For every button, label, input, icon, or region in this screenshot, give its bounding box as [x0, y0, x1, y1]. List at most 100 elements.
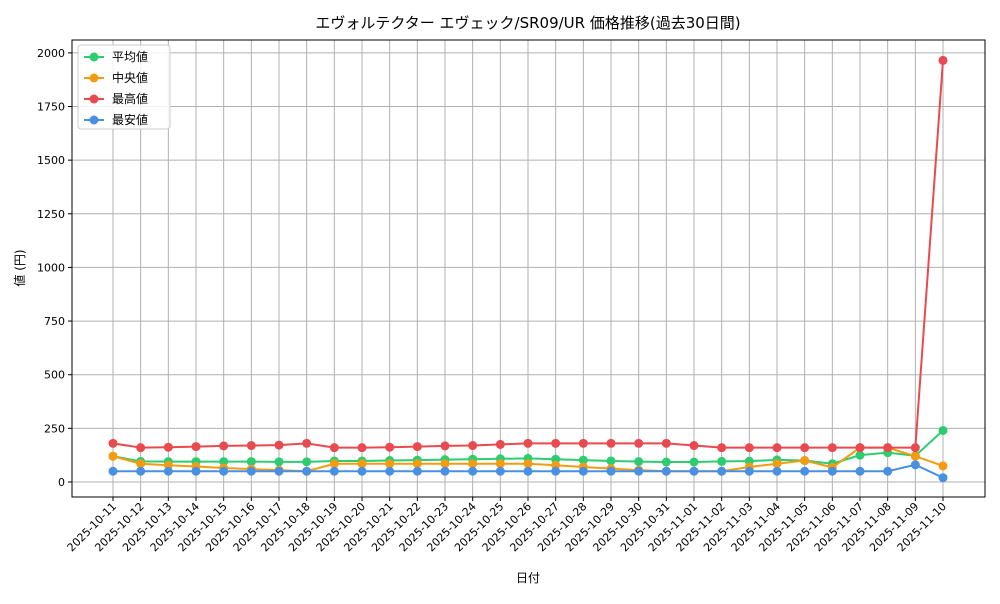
data-point — [329, 459, 339, 469]
data-point — [302, 457, 312, 467]
data-point — [938, 55, 948, 65]
x-axis-label: 日付 — [516, 571, 540, 585]
data-point — [772, 466, 782, 476]
y-tick-label: 250 — [44, 422, 65, 435]
y-tick-label: 2000 — [37, 47, 65, 60]
data-point — [523, 466, 533, 476]
data-point — [855, 466, 865, 476]
data-point — [938, 473, 948, 483]
data-point — [578, 466, 588, 476]
data-point — [136, 459, 146, 469]
data-point — [634, 438, 644, 448]
data-point — [468, 459, 478, 469]
data-point — [717, 466, 727, 476]
data-point — [468, 466, 478, 476]
legend-label: 最安値 — [112, 112, 148, 127]
data-point — [910, 443, 920, 453]
grid — [72, 40, 985, 497]
y-tick-label: 1250 — [37, 208, 65, 221]
data-point — [219, 457, 229, 467]
series-layer — [108, 55, 948, 483]
data-point — [219, 441, 229, 451]
data-point — [108, 466, 118, 476]
data-point — [108, 438, 118, 448]
data-point — [412, 442, 422, 452]
data-point — [551, 466, 561, 476]
data-point — [883, 466, 893, 476]
data-point — [357, 466, 367, 476]
data-point — [578, 455, 588, 465]
data-point — [495, 466, 505, 476]
y-axis: 0 250 500 750 1000 1250 1500 1750 2000 — [37, 47, 72, 489]
data-point — [412, 459, 422, 469]
chart-title: エヴォルテクター エヴェック/SR09/UR 価格推移(過去30日間) — [315, 14, 740, 32]
series-最安値 — [108, 460, 948, 483]
data-point — [246, 457, 256, 467]
data-point — [163, 466, 173, 476]
data-point — [219, 466, 229, 476]
data-point — [136, 443, 146, 453]
data-point — [744, 466, 754, 476]
data-point — [661, 457, 671, 467]
data-point — [274, 457, 284, 467]
y-tick-label: 0 — [58, 476, 65, 489]
data-point — [883, 443, 893, 453]
data-point — [938, 425, 948, 435]
data-point — [855, 450, 865, 460]
data-point — [357, 459, 367, 469]
legend-marker — [89, 115, 99, 125]
data-point — [689, 457, 699, 467]
data-point — [634, 466, 644, 476]
y-tick-label: 1750 — [37, 101, 65, 114]
data-point — [938, 461, 948, 471]
data-point — [523, 459, 533, 469]
data-point — [910, 451, 920, 461]
y-tick-label: 750 — [44, 315, 65, 328]
y-tick-label: 1500 — [37, 154, 65, 167]
data-point — [136, 466, 146, 476]
data-point — [827, 443, 837, 453]
data-point — [744, 443, 754, 453]
y-tick-label: 500 — [44, 369, 65, 382]
y-axis-label: 値 (円) — [12, 249, 27, 286]
data-point — [689, 466, 699, 476]
data-point — [440, 459, 450, 469]
data-point — [191, 466, 201, 476]
data-point — [412, 466, 422, 476]
data-point — [800, 443, 810, 453]
data-point — [772, 459, 782, 469]
data-point — [772, 443, 782, 453]
legend-marker — [89, 52, 99, 62]
data-point — [274, 466, 284, 476]
data-point — [661, 466, 671, 476]
data-point — [910, 460, 920, 470]
data-point — [689, 441, 699, 451]
legend-marker — [89, 73, 99, 83]
data-point — [578, 438, 588, 448]
y-tick-label: 1000 — [37, 261, 65, 274]
data-point — [246, 441, 256, 451]
data-point — [302, 438, 312, 448]
data-point — [551, 438, 561, 448]
data-point — [855, 443, 865, 453]
data-point — [827, 466, 837, 476]
data-point — [302, 466, 312, 476]
data-point — [440, 441, 450, 451]
data-point — [385, 459, 395, 469]
data-point — [329, 443, 339, 453]
data-point — [634, 457, 644, 467]
legend-box — [77, 44, 171, 130]
data-point — [329, 466, 339, 476]
legend-marker — [89, 94, 99, 104]
data-point — [717, 443, 727, 453]
series-最高値 — [108, 55, 948, 453]
data-point — [274, 440, 284, 450]
legend-label: 中央値 — [112, 70, 148, 85]
data-point — [246, 466, 256, 476]
data-point — [357, 443, 367, 453]
data-point — [163, 442, 173, 452]
data-point — [468, 441, 478, 451]
legend-label: 平均値 — [112, 49, 148, 64]
